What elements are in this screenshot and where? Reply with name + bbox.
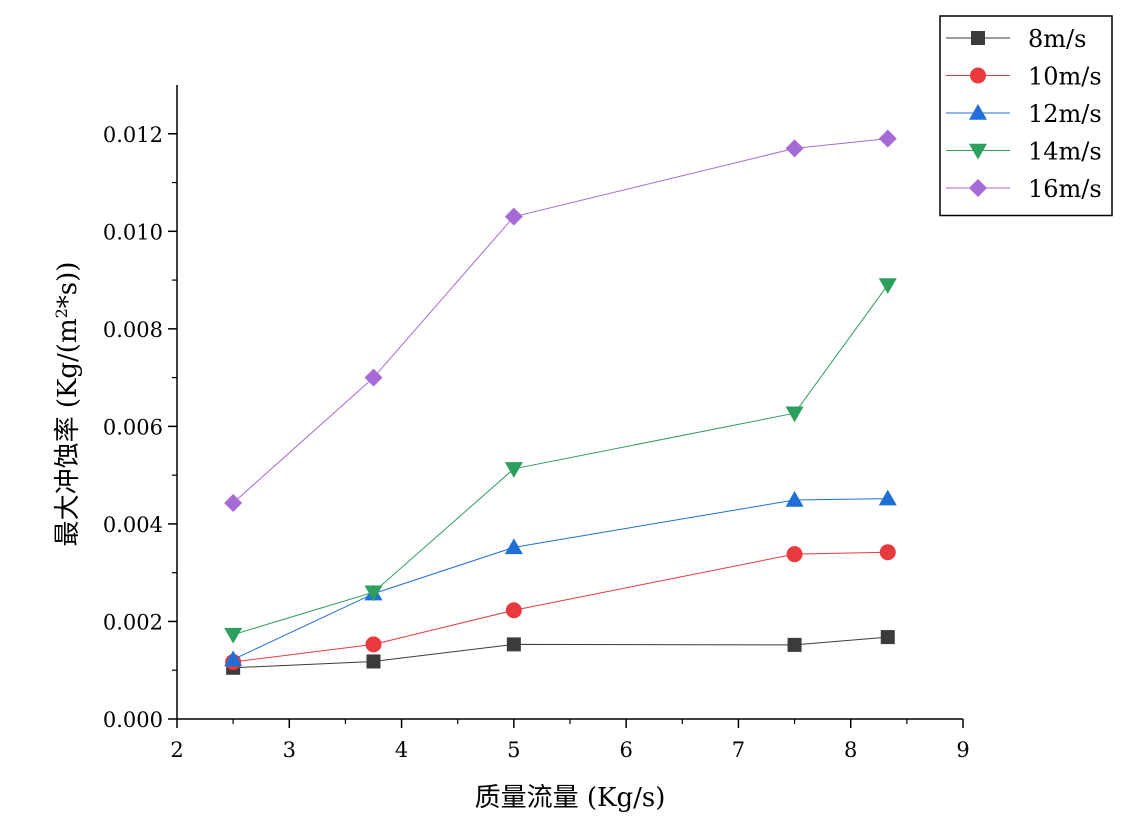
x-tick-label: 3 [283,738,296,762]
x-tick-label: 7 [732,738,745,762]
legend-label: 10m/s [1028,63,1102,91]
series-1 [226,630,895,675]
data-point [878,278,897,294]
y-tick-label: 0.000 [103,708,163,732]
data-point [505,602,522,619]
series-5 [224,129,897,512]
data-point [364,585,383,602]
legend-marker [969,179,987,197]
legend-marker [971,31,985,45]
data-point [785,406,804,423]
legend-marker [970,67,986,84]
data-point [879,544,896,561]
data-point [785,139,804,158]
x-tick-label: 9 [956,738,969,762]
legend-item: 10m/s [946,63,1102,91]
series-layer [224,129,897,675]
legend-label: 8m/s [1028,25,1086,53]
data-point [786,546,803,563]
x-tick-label: 4 [395,738,408,762]
series-3 [224,489,897,667]
series-line [232,498,888,660]
y-tick-label: 0.010 [103,220,163,244]
y-axis-label: 最大冲蚀率 (Kg/(m2*s)) [52,262,84,547]
axes: 2 3 4 5 6 7 8 9 0.000 0.002 0.004 0.006 0.008 0.010 0.… [103,85,970,762]
legend-label: 14m/s [1028,138,1102,166]
data-point [506,637,521,652]
data-point [504,538,523,555]
data-point [364,368,383,387]
y-axis-label-tail: *s)) [53,262,83,309]
x-tick-label: 5 [507,738,520,762]
data-point [365,636,382,653]
legend-item: 14m/s [946,138,1102,166]
legend-item: 12m/s [946,100,1102,128]
y-tick-label: 0.002 [103,610,163,634]
x-tick-label: 8 [844,738,857,762]
data-point [366,654,381,669]
legend-marker [969,104,987,120]
y-tick-label: 0.004 [103,513,163,537]
x-axis-label: 质量流量 (Kg/s) [475,783,666,813]
y-axis-label-main: 最大冲蚀率 (Kg/(m [53,318,83,546]
data-point [224,493,243,512]
legend-box [939,15,1113,217]
y-tick-label: 0.012 [103,123,163,147]
y-tick-label: 0.006 [103,415,163,439]
series-4 [224,278,897,644]
legend-marker [969,143,987,160]
series-line [232,284,889,636]
data-point [224,627,243,644]
x-tick-label: 6 [619,738,632,762]
legend-label: 16m/s [1028,175,1102,203]
series-line [232,138,888,504]
data-point [878,489,897,506]
data-point [880,630,895,645]
data-point [878,129,897,148]
y-axis-label-superscript: 2 [52,308,71,318]
legend: 8m/s 10m/s 12m/s 14m/s 16m/s [939,15,1113,217]
y-tick-label: 0.008 [103,318,163,342]
data-point [787,637,802,652]
data-point [785,491,804,507]
x-tick-label: 2 [170,738,183,762]
data-point [504,462,523,478]
legend-item: 8m/s [946,25,1086,53]
data-point [224,650,243,667]
data-point [504,207,523,226]
legend-label: 12m/s [1028,100,1102,128]
legend-item: 16m/s [946,175,1102,203]
